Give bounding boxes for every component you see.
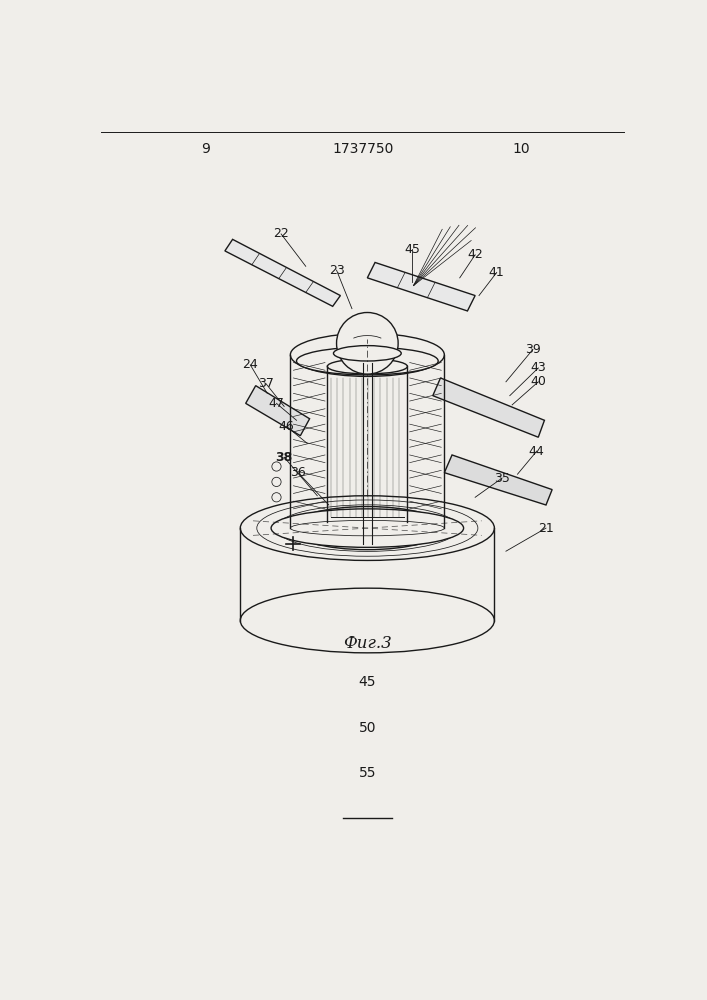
Ellipse shape <box>291 333 444 376</box>
Ellipse shape <box>271 509 464 547</box>
Text: 45: 45 <box>404 243 420 256</box>
Text: 10: 10 <box>513 142 530 156</box>
Ellipse shape <box>334 346 402 361</box>
Circle shape <box>337 312 398 374</box>
Ellipse shape <box>240 496 494 560</box>
Polygon shape <box>433 378 544 437</box>
Ellipse shape <box>291 507 444 550</box>
Text: 24: 24 <box>243 358 258 371</box>
Text: 50: 50 <box>358 721 376 735</box>
Text: 42: 42 <box>467 248 483 261</box>
Text: 38: 38 <box>276 451 293 464</box>
Ellipse shape <box>327 359 407 374</box>
Text: 39: 39 <box>525 343 541 356</box>
Text: 47: 47 <box>269 397 284 410</box>
Ellipse shape <box>296 347 438 375</box>
Text: 43: 43 <box>530 361 547 374</box>
Text: 40: 40 <box>530 375 547 388</box>
Text: Фиг.3: Фиг.3 <box>343 635 392 652</box>
Text: 21: 21 <box>538 522 554 535</box>
Text: 44: 44 <box>529 445 544 458</box>
Polygon shape <box>444 455 552 505</box>
Text: 46: 46 <box>279 420 294 433</box>
Text: 1737750: 1737750 <box>332 142 393 156</box>
Polygon shape <box>246 386 310 436</box>
Polygon shape <box>368 262 475 311</box>
Ellipse shape <box>327 516 407 528</box>
Polygon shape <box>225 239 340 306</box>
Text: 23: 23 <box>329 264 344 277</box>
Text: 35: 35 <box>494 472 510 485</box>
Text: 55: 55 <box>358 766 376 780</box>
Text: 45: 45 <box>358 675 376 689</box>
Text: 22: 22 <box>273 227 289 240</box>
Text: 36: 36 <box>290 466 306 479</box>
Text: 9: 9 <box>201 142 210 156</box>
Text: 41: 41 <box>489 266 505 279</box>
Text: 37: 37 <box>258 377 274 390</box>
